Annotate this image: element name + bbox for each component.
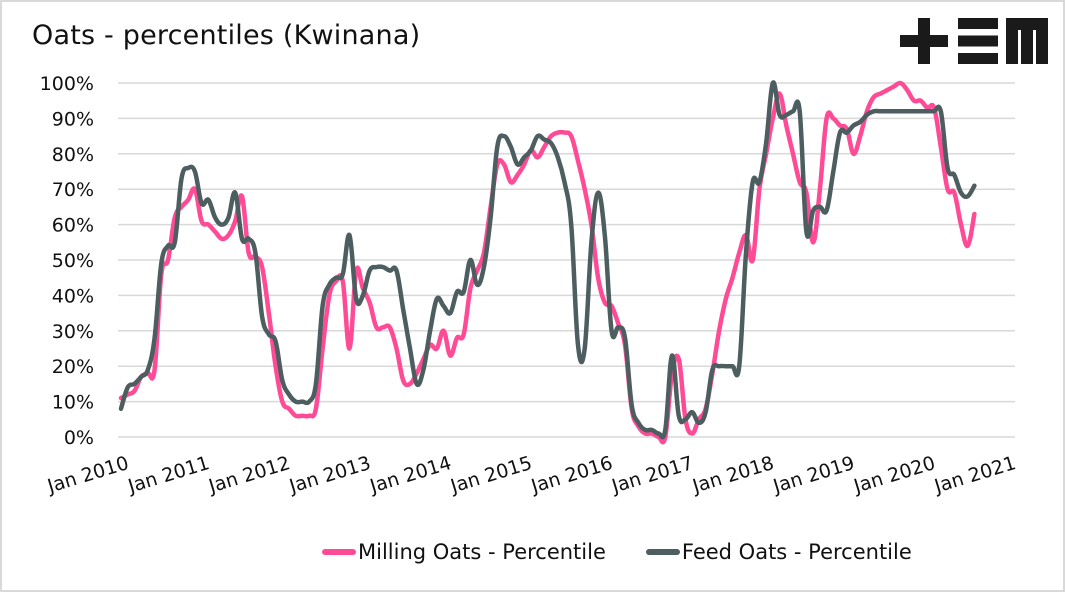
y-tick-label: 0% <box>64 427 94 449</box>
legend-item-feed-oats: Feed Oats - Percentile <box>645 540 912 564</box>
legend-item-milling-oats: Milling Oats - Percentile <box>322 540 606 564</box>
y-tick-label: 30% <box>52 321 94 343</box>
y-tick-label: 100% <box>40 73 94 95</box>
legend-label-milling-oats: Milling Oats - Percentile <box>358 540 606 564</box>
tem-logo <box>900 18 1048 64</box>
plus-icon <box>900 18 948 64</box>
equals-e-icon <box>958 18 998 64</box>
y-tick-label: 70% <box>52 179 94 201</box>
x-tick-label: Jan 2015 <box>447 452 534 498</box>
m-icon <box>1006 18 1048 64</box>
y-tick-label: 60% <box>52 215 94 237</box>
x-tick-label: Jan 2019 <box>770 452 857 498</box>
legend-label-feed-oats: Feed Oats - Percentile <box>681 540 912 564</box>
legend-swatch-feed-oats <box>645 549 680 555</box>
y-tick-label: 50% <box>52 250 94 272</box>
legend-swatch-milling-oats <box>322 549 356 555</box>
legend: Milling Oats - Percentile Feed Oats - Pe… <box>322 540 952 564</box>
chart-title: Oats - percentiles (Kwinana) <box>32 20 421 51</box>
y-tick-label: 90% <box>52 108 94 130</box>
x-tick-label: Jan 2021 <box>931 452 1018 498</box>
y-axis-ticks: 0% 10% 20% 30% 40% 50% 60% 70% 80% 90% 100% <box>40 73 94 449</box>
x-tick-label: Jan 2010 <box>44 452 131 498</box>
x-tick-label: Jan 2017 <box>609 452 696 498</box>
x-tick-label: Jan 2013 <box>286 452 373 498</box>
y-tick-label: 40% <box>52 285 94 307</box>
x-tick-label: Jan 2018 <box>689 452 776 498</box>
y-tick-label: 10% <box>52 392 94 414</box>
y-tick-label: 80% <box>52 144 94 166</box>
x-tick-label: Jan 2012 <box>205 452 292 498</box>
series-line-feed-oats <box>118 80 977 440</box>
y-tick-label: 20% <box>52 356 94 378</box>
x-tick-label: Jan 2011 <box>125 452 212 498</box>
x-tick-label: Jan 2014 <box>367 452 454 498</box>
x-tick-label: Jan 2020 <box>850 452 937 498</box>
series-line-milling-oats <box>118 80 977 445</box>
x-tick-label: Jan 2016 <box>528 452 615 498</box>
series-lines <box>118 80 977 445</box>
